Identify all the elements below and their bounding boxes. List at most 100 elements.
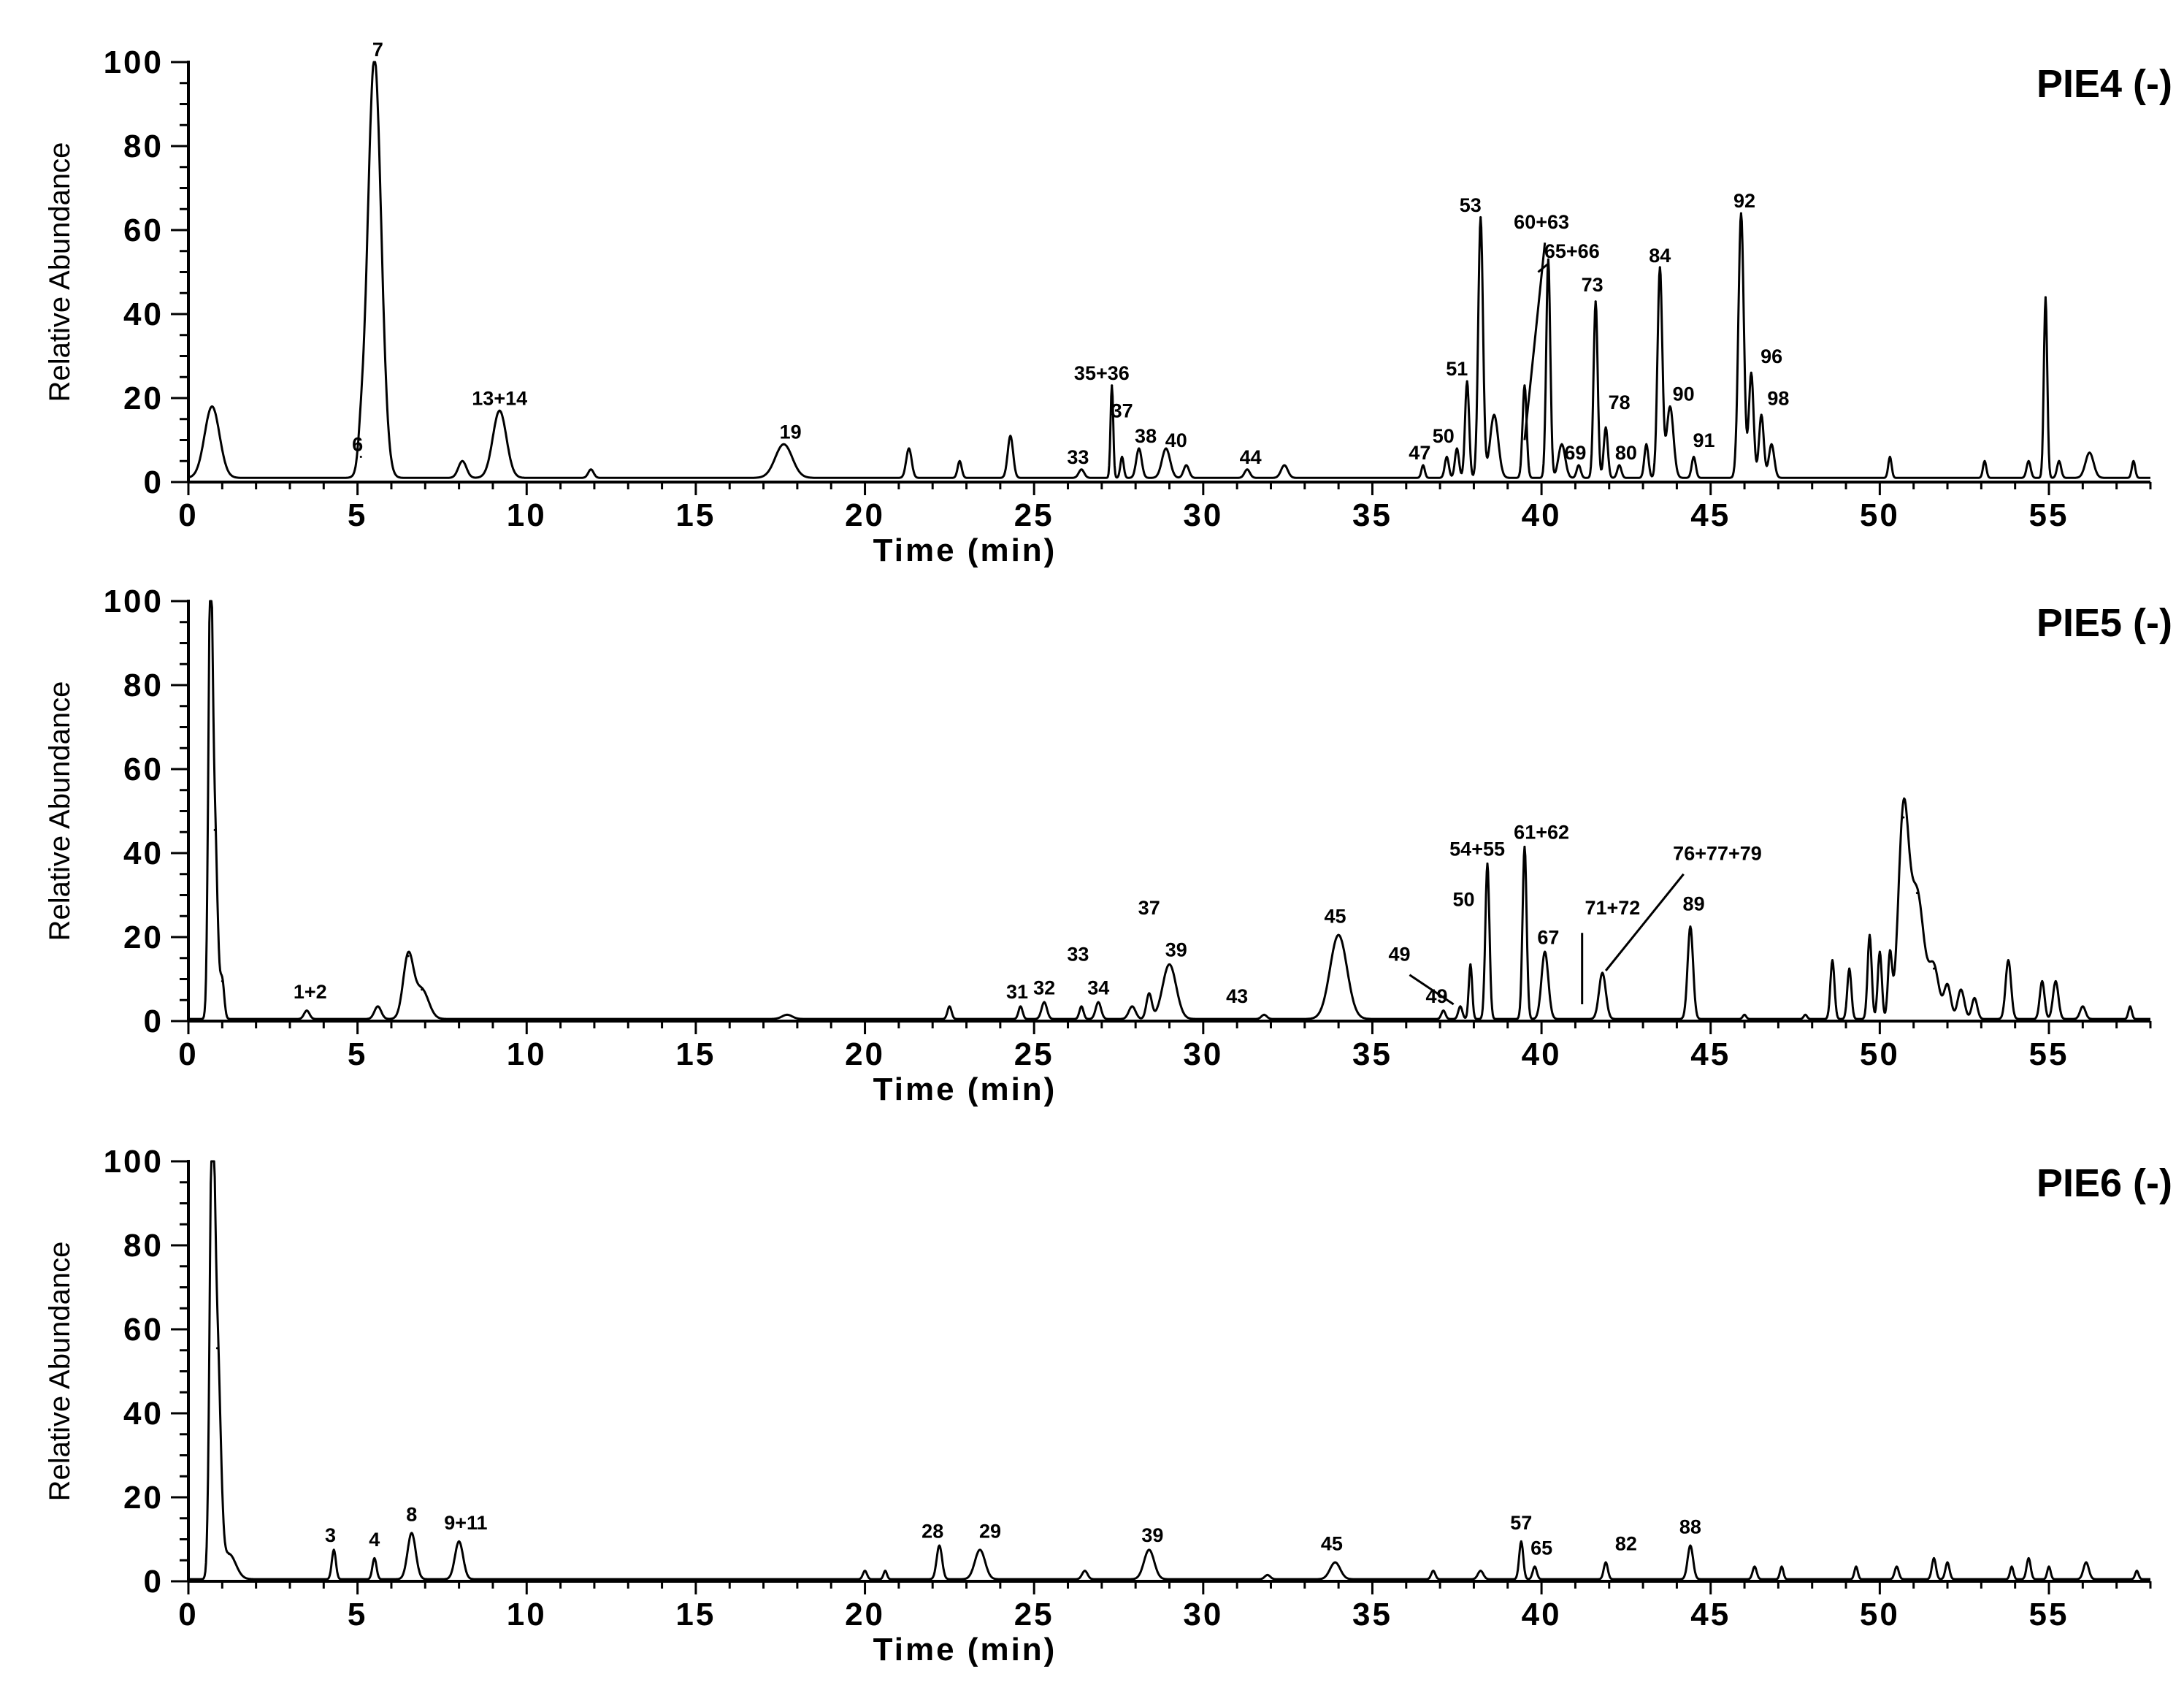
- peak-label: 35+36: [1074, 362, 1130, 384]
- peak-label: 33: [1067, 446, 1089, 468]
- peak-apex: [864, 1570, 867, 1573]
- peak-apex: [421, 988, 424, 991]
- peak-apex: [2027, 459, 2030, 462]
- x-tick-label: 30: [1183, 1036, 1223, 1072]
- peak-apex: [1455, 447, 1458, 450]
- peak-apex: [1604, 426, 1607, 429]
- x-tick-label: 25: [1014, 1597, 1054, 1632]
- peak-apex: [228, 1553, 231, 1556]
- x-tick-label: 55: [2029, 1036, 2069, 1072]
- peak-apex: [1459, 1005, 1462, 1008]
- peak-apex: [1493, 413, 1495, 416]
- peak-apex: [2041, 979, 2044, 982]
- y-tick-label: 100: [104, 1144, 164, 1180]
- peak-apex: [1888, 456, 1891, 458]
- peak-label: 76+77+79: [1673, 842, 1762, 864]
- peak-apex: [210, 405, 213, 408]
- peak-apex: [1780, 1565, 1783, 1568]
- peak-apex: [1750, 372, 1752, 374]
- chromatogram-trace: [188, 61, 2151, 479]
- peak-apex: [589, 468, 592, 471]
- peak-apex: [1693, 456, 1696, 458]
- x-axis-title: Time (min): [873, 532, 1057, 568]
- peak-label: 3: [325, 1524, 336, 1546]
- x-tick-label: 10: [507, 1036, 547, 1072]
- peak-apex: [1855, 1565, 1858, 1568]
- peak-label: 69: [1564, 442, 1586, 464]
- peak-label: 80: [1615, 442, 1637, 464]
- peak-apex: [305, 1009, 308, 1012]
- peak-apex: [938, 1544, 940, 1547]
- peak-label: 34: [1087, 977, 1109, 998]
- y-tick-label: 40: [123, 836, 164, 871]
- peak-apex: [1422, 464, 1425, 467]
- y-tick-label: 80: [123, 129, 164, 164]
- peak-label: 49: [1389, 943, 1411, 965]
- peak-label: 84: [1649, 245, 1671, 267]
- y-tick-label: 20: [123, 920, 164, 955]
- peak-apex: [1946, 1561, 1949, 1564]
- peak-apex: [782, 443, 785, 446]
- peak-label: 98: [1767, 387, 1789, 409]
- peak-apex: [1933, 967, 1936, 970]
- peak-label: 78: [1609, 391, 1631, 413]
- peak-label: 8: [406, 1503, 417, 1525]
- peak-apex: [2085, 1561, 2088, 1564]
- peak-label: 28: [922, 1520, 943, 1542]
- x-tick-label: 45: [1690, 1597, 1731, 1632]
- x-tick-label: 10: [507, 497, 547, 533]
- peak-apex: [1465, 380, 1468, 383]
- x-tick-label: 25: [1014, 1036, 1054, 1072]
- peak-apex: [1479, 216, 1482, 219]
- peak-apex: [1560, 443, 1563, 446]
- peak-apex: [1743, 1013, 1746, 1016]
- peak-apex: [2054, 979, 2057, 982]
- peak-apex: [1019, 1005, 1022, 1008]
- peak-apex: [1097, 1001, 1100, 1004]
- peak-label: 31: [1006, 981, 1028, 1003]
- y-tick-label: 80: [123, 1228, 164, 1264]
- peak-apex: [1804, 1013, 1806, 1016]
- peak-apex: [1009, 435, 1012, 438]
- x-tick-label: 55: [2029, 1597, 2069, 1632]
- peak-label: 90: [1673, 383, 1695, 405]
- peak-apex: [458, 1540, 461, 1543]
- x-tick-label: 0: [178, 1036, 198, 1072]
- peak-apex: [376, 1005, 379, 1008]
- peak-apex: [410, 1532, 413, 1535]
- peak-apex: [1878, 950, 1881, 953]
- chromatogram-trace: [188, 1160, 2151, 1581]
- peak-apex: [1770, 443, 1773, 446]
- peak-label: 37: [1111, 400, 1133, 422]
- peak-apex: [1084, 1570, 1087, 1573]
- peak-apex: [1486, 862, 1489, 865]
- y-tick-label: 0: [144, 1564, 164, 1600]
- peak-label: 1+2: [294, 981, 327, 1003]
- peak-apex: [1246, 468, 1249, 471]
- peak-apex: [1523, 384, 1526, 387]
- peak-apex: [1739, 212, 1742, 215]
- x-tick-label: 45: [1690, 1036, 1731, 1072]
- peak-label: 43: [1226, 985, 1248, 1007]
- x-tick-label: 15: [675, 497, 716, 533]
- y-tick-label: 60: [123, 1312, 164, 1348]
- peak-apex: [1544, 950, 1547, 953]
- y-tick-label: 0: [144, 465, 164, 500]
- peak-apex: [332, 1548, 335, 1551]
- peak-apex: [1547, 258, 1549, 261]
- peak-label: 37: [1138, 897, 1160, 919]
- y-tick-label: 80: [123, 668, 164, 703]
- x-tick-label: 50: [1860, 497, 1900, 533]
- peak-apex: [373, 61, 376, 64]
- peak-apex: [1668, 405, 1671, 408]
- peak-label: 88: [1679, 1516, 1701, 1538]
- peak-apex: [1689, 1544, 1692, 1547]
- y-axis-title: Relative Abundance: [44, 142, 76, 402]
- peak-apex: [1138, 447, 1141, 450]
- peak-apex: [2044, 296, 2047, 299]
- peak-apex: [1445, 456, 1448, 458]
- peak-apex: [786, 1013, 789, 1016]
- peak-apex: [1604, 1561, 1607, 1564]
- peak-label: 40: [1165, 429, 1187, 451]
